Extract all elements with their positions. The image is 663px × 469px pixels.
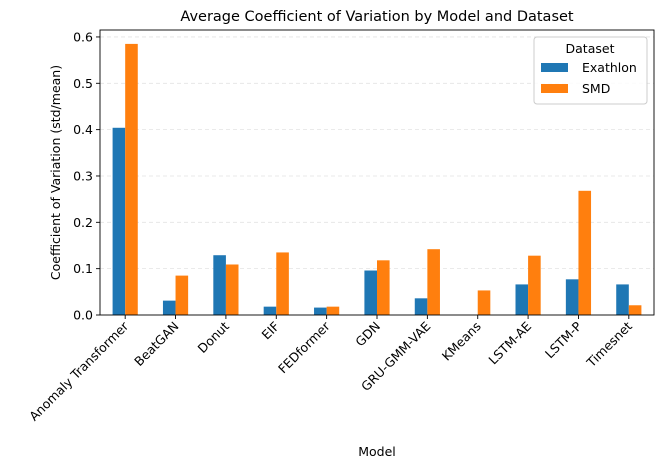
bar-exathlon — [414, 298, 428, 315]
bar-smd — [578, 190, 592, 315]
x-tick-label: LSTM-AE — [485, 318, 534, 367]
legend: Dataset Exathlon SMD — [533, 36, 648, 105]
x-tick-label: Donut — [195, 318, 233, 356]
bar-smd — [175, 275, 189, 315]
bar-exathlon — [515, 284, 529, 315]
y-tick-label: 0.4 — [73, 122, 93, 137]
y-tick-label: 0.2 — [73, 215, 93, 230]
x-tick-label: Anomaly Transformer — [26, 318, 132, 424]
x-tick-label: LSTM-P — [542, 318, 585, 361]
legend-swatch-smd — [541, 84, 568, 93]
bar-smd — [377, 260, 390, 315]
legend-label-exathlon: Exathlon — [582, 60, 637, 75]
bar-smd — [477, 290, 491, 315]
bar-exathlon — [162, 300, 176, 315]
y-axis: 0.0 0.1 0.2 0.3 0.4 0.5 0.6 — [73, 29, 100, 323]
legend-swatch-exathlon — [541, 63, 568, 72]
bar-exathlon — [364, 270, 377, 315]
y-axis-label: Coefficient of Variation (std/mean) — [48, 65, 63, 280]
bar-exathlon — [263, 306, 277, 315]
x-axis-label: Model — [358, 444, 396, 459]
bar-exathlon — [213, 255, 226, 315]
x-tick-label: BeatGAN — [131, 319, 182, 370]
legend-label-smd: SMD — [582, 81, 610, 96]
x-tick-label: EIF — [259, 319, 283, 343]
x-tick-label: KMeans — [439, 319, 484, 364]
bar-smd — [225, 264, 239, 315]
bar-smd — [528, 255, 541, 315]
bar-smd — [326, 306, 340, 315]
bar-smd — [427, 249, 440, 315]
y-tick-label: 0.6 — [73, 29, 93, 44]
bar-smd — [628, 305, 642, 315]
y-tick-label: 0.5 — [73, 76, 93, 91]
legend-title: Dataset — [566, 41, 615, 56]
x-tick-label: Timesnet — [583, 318, 635, 370]
y-tick-label: 0.3 — [73, 168, 93, 183]
bars — [112, 43, 642, 316]
x-tick-label: GDN — [352, 319, 383, 350]
bar-exathlon — [616, 284, 629, 315]
bar-exathlon — [112, 127, 126, 315]
y-tick-label: 0.1 — [73, 261, 93, 276]
bar-exathlon — [565, 279, 579, 315]
bar-smd — [125, 43, 138, 316]
chart-title: Average Coefficient of Variation by Mode… — [180, 9, 574, 25]
x-axis: Anomaly Transformer BeatGAN Donut EIFFEDfor… — [26, 315, 635, 424]
y-tick-label: 0.0 — [73, 308, 93, 323]
bar-smd — [276, 252, 289, 315]
bar-exathlon — [314, 307, 327, 315]
x-tick-label: FEDformer — [275, 318, 333, 376]
